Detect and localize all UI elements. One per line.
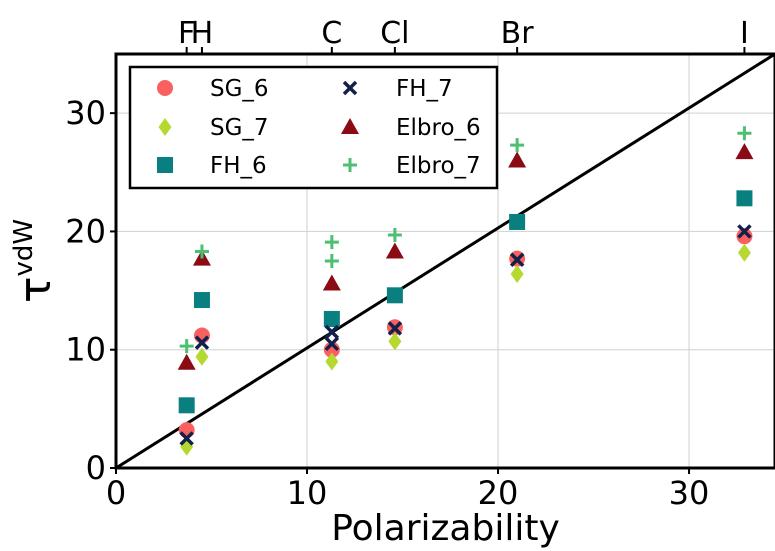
data-point — [737, 243, 751, 262]
data-point — [388, 332, 402, 351]
data-point — [323, 310, 340, 327]
top-tick-label: C — [321, 16, 342, 51]
data-point — [510, 265, 524, 284]
data-point — [194, 335, 210, 350]
legend-label: Elbro_6 — [396, 115, 481, 141]
data-point — [510, 138, 525, 153]
legend-marker — [343, 158, 357, 172]
legend-entry: SG_7 — [158, 115, 269, 141]
y-tick-label: 20 — [65, 212, 106, 250]
y-tick-label: 0 — [86, 449, 106, 487]
legend-marker — [157, 80, 173, 96]
y-axis-title: τvdW — [9, 219, 61, 303]
x-tick-label: 10 — [287, 474, 328, 512]
legend-label: Elbro_7 — [396, 153, 481, 179]
reference-line — [115, 52, 775, 470]
top-tick-label: H — [191, 16, 214, 51]
legend-label: FH_7 — [396, 76, 453, 102]
data-point — [508, 151, 527, 168]
legend-label: SG_7 — [210, 115, 269, 141]
series-sg-6 — [178, 228, 753, 439]
legend-marker — [342, 80, 358, 96]
data-point — [194, 244, 209, 259]
y-axis-ticks: 0 10 20 30 — [65, 94, 116, 487]
top-tick-label: F — [178, 16, 195, 51]
legend-label: FH_6 — [210, 153, 267, 179]
data-point — [178, 422, 195, 439]
legend: SG_6 SG_7 FH_6 FH_7 Elbro_6 Elbro_7 — [128, 65, 499, 190]
data-point — [178, 397, 195, 414]
data-point — [509, 213, 526, 230]
data-point — [324, 254, 339, 268]
legend-entry: Elbro_7 — [343, 153, 481, 179]
legend-entry: Elbro_6 — [341, 115, 481, 141]
legend-entry: FH_7 — [342, 76, 453, 102]
series-elbro-7 — [179, 126, 752, 354]
top-tick-label: I — [740, 16, 749, 51]
legend-marker — [157, 157, 173, 173]
data-point — [322, 274, 341, 291]
top-tick-label: Br — [501, 16, 535, 51]
data-point — [179, 431, 194, 446]
legend-marker — [158, 118, 172, 136]
x-tick-label: 20 — [478, 474, 519, 512]
data-point — [325, 352, 339, 371]
data-points — [177, 126, 754, 456]
y-axis-title-superscript: vdW — [9, 219, 39, 277]
legend-box — [128, 65, 499, 190]
x-tick-label: 0 — [106, 474, 126, 512]
series-fh-6 — [178, 190, 753, 414]
y-axis-title-main: τ — [10, 277, 61, 304]
legend-entry: FH_6 — [157, 153, 267, 179]
series-fh-7 — [179, 224, 752, 446]
x-tick-label: 30 — [669, 474, 710, 512]
data-point — [736, 190, 753, 207]
data-point — [324, 336, 340, 352]
data-point — [735, 143, 754, 160]
legend-marker — [341, 118, 359, 134]
top-tick-label: Cl — [380, 16, 409, 51]
data-point — [386, 287, 403, 304]
data-point — [193, 292, 210, 309]
data-point — [736, 228, 753, 245]
legend-entry: SG_6 — [157, 76, 269, 102]
data-point — [387, 321, 403, 336]
y-tick-label: 30 — [65, 94, 106, 132]
data-point — [737, 126, 752, 141]
data-point — [324, 235, 339, 250]
data-point — [177, 353, 196, 370]
data-point — [324, 324, 340, 340]
x-axis-ticks: 0 10 20 30 — [106, 468, 710, 512]
legend-label: SG_6 — [210, 76, 269, 102]
data-point — [387, 227, 402, 242]
data-point — [737, 224, 752, 239]
y-tick-label: 10 — [65, 331, 106, 369]
top-axis-element-ticks: FH C Cl Br I — [178, 16, 749, 54]
plot-frame — [114, 52, 775, 470]
diagonal-line — [115, 52, 775, 470]
data-point — [195, 347, 209, 366]
series-sg-7 — [180, 243, 751, 456]
data-point — [179, 339, 194, 354]
x-axis-title: Polarizability — [331, 508, 560, 549]
data-point — [385, 242, 404, 259]
data-point — [509, 252, 525, 268]
